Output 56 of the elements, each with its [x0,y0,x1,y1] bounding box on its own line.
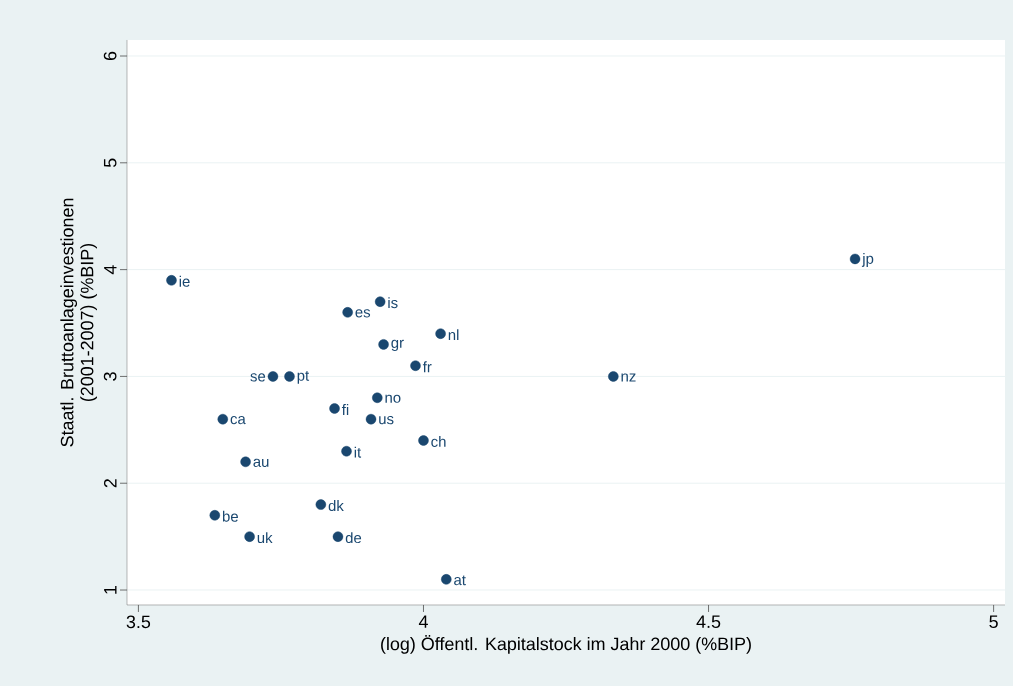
data-label: uk [257,532,273,544]
x-tick-label: 4 [418,615,428,628]
point [365,413,377,425]
data-label: fr [422,361,432,373]
y-tick-label: 6 [103,51,117,61]
point [435,328,446,339]
data-label: es [355,309,371,318]
point [341,445,352,457]
point [217,413,228,425]
data-label: at [454,575,466,586]
data-label: au [253,458,269,467]
point [374,296,386,307]
data-label: ie [179,275,190,287]
point [441,574,452,585]
data-label: jp [861,252,874,267]
data-label: it [354,446,362,458]
y-tick-label: 4 [104,265,117,275]
data-label: nl [448,329,459,341]
point [166,275,177,286]
data-label: dk [328,500,344,512]
data-label: de [345,532,362,544]
x-tick-label: 5 [989,615,998,629]
point [244,531,255,542]
x-tick-label: 4.5 [696,615,721,629]
y-tick-label: 1 [104,585,117,594]
point [372,392,383,403]
data-label: us [379,416,394,425]
data-label: nz [621,373,636,382]
point [410,360,421,371]
data-label: no [385,394,401,403]
y-axis-title: Staatl. Bruttoanlageinvestionen (2001-2007) (%BIP) [60,198,97,447]
y-tick-label: 3 [103,372,117,381]
x-tick-label: 3.5 [126,615,151,629]
data-label: fi [341,404,349,415]
data-label: ch [431,436,446,447]
y-tick-label: 2 [103,479,117,488]
data-label: is [388,297,398,309]
point [342,307,353,318]
point [849,253,861,265]
point [315,499,327,510]
data-label: pt [297,371,310,384]
point [418,435,429,446]
point [209,510,221,521]
x-axis-title: (log) Öffentl. Kapitalstock im Jahr 2000 (%BIP) [381,635,751,654]
point [329,403,340,414]
y-tick-label: 5 [103,158,117,168]
point [378,339,389,350]
point [240,456,251,468]
data-label: gr [391,339,404,351]
point [284,371,295,382]
point [267,371,279,382]
data-label: be [222,510,238,522]
data-label: ca [230,416,246,425]
data-label: se [250,373,266,382]
point [332,531,344,542]
point [608,371,619,382]
